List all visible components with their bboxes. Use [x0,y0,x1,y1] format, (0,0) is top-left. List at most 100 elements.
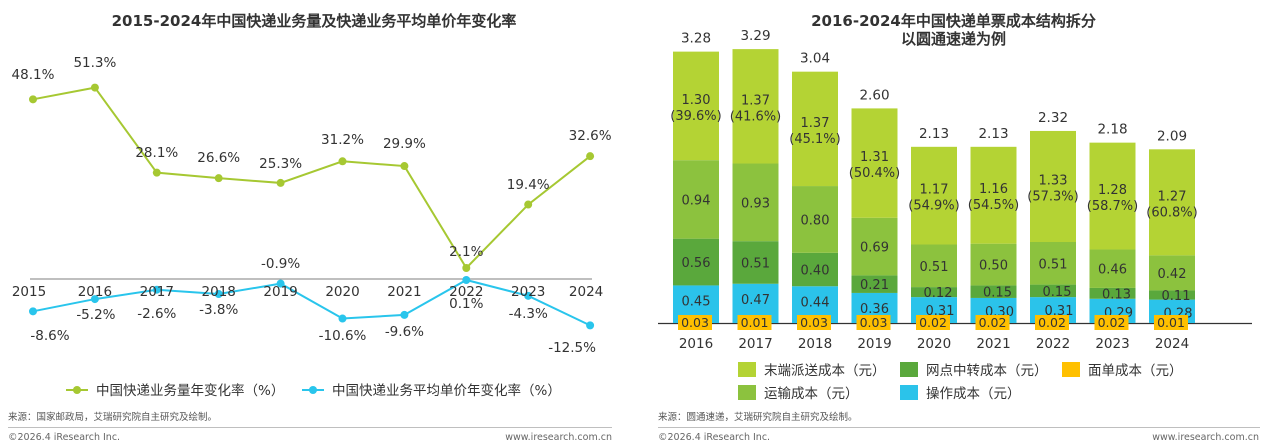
waybill-value-label: 0.03 [681,315,709,330]
legend-waybill-swatch [1062,362,1080,377]
last-mile-segment [792,71,838,187]
price-data-point [524,291,533,300]
legend-transfer-swatch [900,362,918,377]
waybill-segment [678,315,712,330]
price-data-point [29,307,37,316]
transfer-value-label: 0.21 [860,278,889,293]
last-mile-segment [673,51,719,161]
legend-operation-label: 操作成本（元） [926,386,1021,402]
last-mile-segment [970,146,1017,244]
total-value-label: 2.09 [1157,128,1187,144]
x-tick-label: 2017 [738,336,772,352]
total-value-label: 3.29 [740,28,770,44]
x-tick-label: 2023 [511,284,545,300]
transport-value-label: 0.46 [1098,263,1127,278]
transport-segment [1149,255,1195,291]
legend-last-mile-label: 末端派送成本（元） [764,363,886,379]
total-value-label: 2.18 [1097,122,1127,138]
last-mile-value-label: 1.31 [860,150,889,165]
x-tick-label: 2018 [798,336,832,352]
last-mile-share-label: (54.9%) [908,199,959,214]
legend-price-marker [309,386,317,394]
waybill-segment [1154,315,1188,330]
legend-transport-label: 运输成本（元） [764,386,859,402]
transfer-segment [1149,290,1195,300]
x-tick-label: 2020 [325,284,359,300]
volume-data-label: 31.2% [321,132,364,148]
waybill-segment [856,315,891,330]
last-mile-segment [911,146,957,245]
volume-data-point [400,162,409,171]
left-chart-panel: 2015-2024年中国快递业务量及快递业务平均单价年变化率 2015 2016 2… [0,0,628,446]
legend-price-label: 中国快递业务平均单价年变化率（%） [332,382,561,399]
price-data-label: -4.3% [509,306,548,322]
operation-value-label: 0.47 [741,293,770,308]
x-tick-label: 2022 [449,284,483,300]
last-mile-value-label: 1.37 [801,116,830,131]
waybill-segment [916,315,950,330]
left-copyright: ©2026.4 iResearch Inc. [8,432,121,443]
legend-waybill-label: 面单成本（元） [1088,363,1183,379]
volume-data-label: 19.4% [507,177,550,193]
price-data-point [152,285,161,294]
volume-data-point [524,200,533,209]
total-value-label: 3.04 [800,51,830,67]
last-mile-segment [1149,149,1195,256]
price-data-label: 0.1% [449,296,483,312]
total-value-label: 2.13 [978,126,1008,142]
last-mile-value-label: 1.30 [682,93,711,108]
x-tick-label: 2016 [679,336,713,352]
last-mile-segment [732,49,779,164]
x-tick-label: 2022 [1036,336,1070,352]
x-tick-label: 2019 [263,284,297,300]
transport-segment [911,244,957,288]
transport-segment [1030,242,1076,285]
right-chart-subtitle: 以圆通速递为例 [900,30,1006,48]
waybill-value-label: 0.01 [741,315,769,330]
transfer-value-label: 0.12 [924,286,953,301]
price-data-point [276,279,285,288]
last-mile-segment [851,108,898,218]
last-mile-value-label: 1.16 [979,182,1008,197]
last-mile-value-label: 1.28 [1098,183,1127,198]
transfer-segment [911,287,957,298]
volume-data-label: 29.9% [383,136,426,152]
last-mile-share-label: (58.7%) [1087,199,1138,214]
volume-data-label: 25.3% [259,156,302,172]
last-mile-share-label: (60.8%) [1146,205,1197,220]
operation-value-label: 0.44 [801,295,830,310]
legend-transfer-label: 网点中转成本（元） [926,363,1048,379]
left-website: www.iresearch.com.cn [505,432,612,443]
last-mile-share-label: (54.5%) [968,198,1019,213]
volume-data-label: 51.3% [73,55,116,71]
price-data-label: -9.6% [385,324,424,340]
transport-segment [673,160,719,239]
x-tick-label: 2024 [569,284,603,300]
waybill-segment [975,315,1010,330]
waybill-segment [1094,315,1129,330]
legend-operation-swatch [900,385,918,400]
right-footer-divider [658,427,1260,428]
price-data-point [90,295,99,304]
legend-volume-marker [73,386,81,394]
transfer-value-label: 0.51 [741,256,770,271]
volume-data-label: 2.1% [449,244,483,260]
transport-value-label: 0.50 [979,259,1008,274]
left-chart-title: 2015-2024年中国快递业务量及快递业务平均单价年变化率 [111,12,517,30]
waybill-segment [797,315,831,330]
transport-value-label: 0.93 [741,196,770,211]
x-tick-label: 2021 [976,336,1010,352]
price-data-point [586,321,595,330]
price-series-line [32,278,591,327]
transfer-segment [732,241,779,284]
transfer-segment [792,252,838,287]
transport-value-label: 0.51 [920,260,949,275]
legend-transport-swatch [738,385,756,400]
price-data-label: -3.8% [199,302,238,318]
price-data-label: -0.9% [261,256,300,272]
last-mile-value-label: 1.37 [741,93,770,108]
price-data-label: -10.6% [319,328,367,344]
waybill-segment [737,315,772,330]
last-mile-value-label: 1.33 [1039,173,1068,188]
volume-data-point [152,168,161,177]
